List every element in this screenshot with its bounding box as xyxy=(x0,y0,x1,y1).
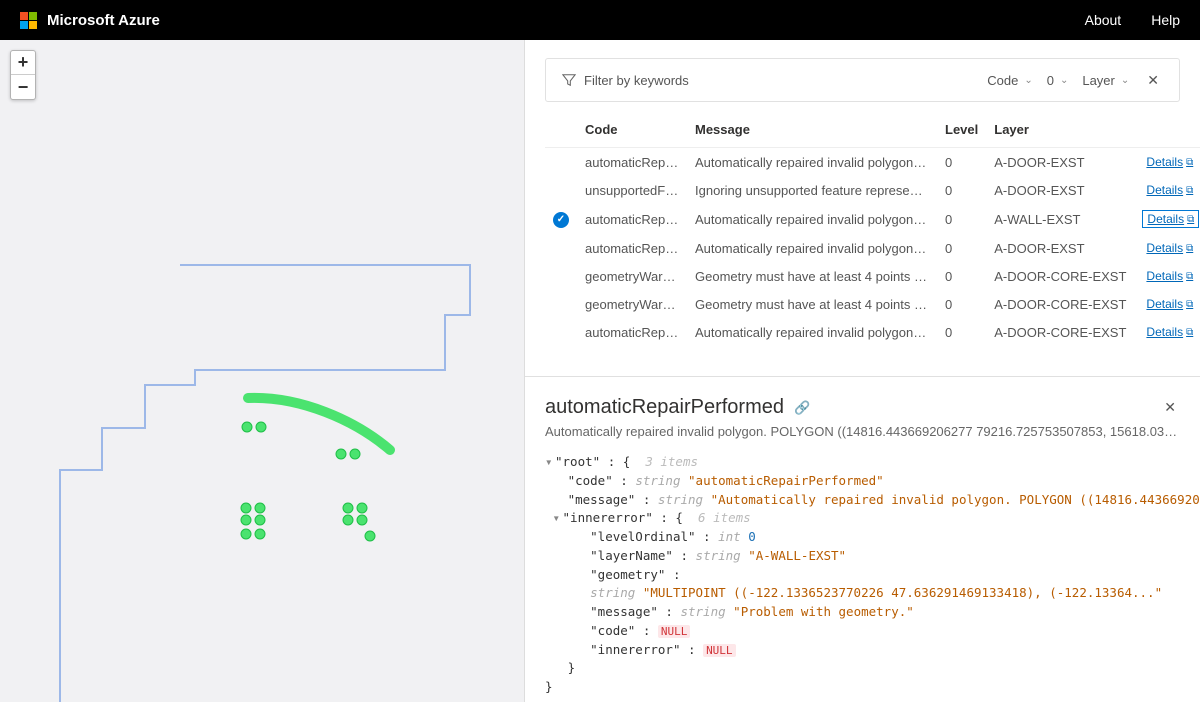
table-row[interactable]: geometryWarningGeometry must have at lea… xyxy=(545,262,1200,290)
filter-placeholder[interactable]: Filter by keywords xyxy=(584,73,689,88)
details-link[interactable]: Details ⧉ xyxy=(1142,268,1197,284)
cell-message: Automatically repaired invalid polygon. … xyxy=(687,234,937,262)
external-link-icon: ⧉ xyxy=(1186,327,1193,338)
about-link[interactable]: About xyxy=(1085,12,1122,28)
cell-level: 0 xyxy=(937,234,986,262)
permalink-icon[interactable]: 🔗 xyxy=(794,400,810,416)
cell-layer: A-WALL-EXST xyxy=(986,204,1134,234)
filter-layer-dropdown[interactable]: Layer ⌄ xyxy=(1082,73,1129,88)
details-link[interactable]: Details ⧉ xyxy=(1142,296,1197,312)
results-pane: Filter by keywords Code ⌄ 0 ⌄ Layer ⌄ ✕ xyxy=(525,40,1200,702)
filter-layer-label: Layer xyxy=(1082,73,1115,88)
cell-code: unsupportedFeat... xyxy=(577,176,687,204)
brand-logo: Microsoft Azure xyxy=(20,12,160,29)
cell-level: 0 xyxy=(937,204,986,234)
results-table: Code Message Level Layer automaticRepair… xyxy=(545,112,1200,346)
cell-layer: A-DOOR-EXST xyxy=(986,176,1134,204)
external-link-icon: ⧉ xyxy=(1186,185,1193,196)
external-link-icon: ⧉ xyxy=(1186,243,1193,254)
cell-code: automaticRepair... xyxy=(577,318,687,346)
cell-message: Geometry must have at least 4 points wit… xyxy=(687,262,937,290)
details-link[interactable]: Details ⧉ xyxy=(1142,154,1197,170)
cell-code: geometryWarning xyxy=(577,262,687,290)
close-detail-button[interactable]: ✕ xyxy=(1160,395,1180,420)
caret-icon[interactable]: ▾ xyxy=(545,453,555,472)
col-header-layer[interactable]: Layer xyxy=(986,112,1134,148)
cell-level: 0 xyxy=(937,262,986,290)
chevron-down-icon: ⌄ xyxy=(1121,75,1129,86)
cell-layer: A-DOOR-EXST xyxy=(986,148,1134,177)
details-link[interactable]: Details ⧉ xyxy=(1142,182,1197,198)
table-row[interactable]: geometryWarningGeometry must have at lea… xyxy=(545,290,1200,318)
col-header-level[interactable]: Level xyxy=(937,112,986,148)
zoom-control: + − xyxy=(10,50,36,100)
detail-panel: automaticRepairPerformed 🔗 ✕ Automatical… xyxy=(525,376,1200,702)
cell-message: Automatically repaired invalid polygon. … xyxy=(687,204,937,234)
cell-level: 0 xyxy=(937,176,986,204)
cell-code: automaticRepair... xyxy=(577,234,687,262)
app-header: Microsoft Azure About Help xyxy=(0,0,1200,40)
external-link-icon: ⧉ xyxy=(1186,271,1193,282)
cell-level: 0 xyxy=(937,148,986,177)
cell-message: Automatically repaired invalid polygon. … xyxy=(687,318,937,346)
cell-layer: A-DOOR-CORE-EXST xyxy=(986,318,1134,346)
microsoft-logo-icon xyxy=(20,12,37,29)
col-header-message[interactable]: Message xyxy=(687,112,937,148)
cell-message: Ignoring unsupported feature representat… xyxy=(687,176,937,204)
main-content: + − Filter by keywords Code ⌄ 0 ⌄ Layer … xyxy=(0,40,1200,702)
cell-code: automaticRepair... xyxy=(577,148,687,177)
cell-layer: A-DOOR-CORE-EXST xyxy=(986,262,1134,290)
cell-layer: A-DOOR-CORE-EXST xyxy=(986,290,1134,318)
cell-level: 0 xyxy=(937,318,986,346)
cell-code: geometryWarning xyxy=(577,290,687,318)
zoom-in-button[interactable]: + xyxy=(11,51,35,75)
selected-row-icon xyxy=(553,212,569,228)
zoom-out-button[interactable]: − xyxy=(11,75,35,99)
clear-filters-button[interactable]: ✕ xyxy=(1143,68,1163,93)
detail-title: automaticRepairPerformed xyxy=(545,396,784,419)
table-row[interactable]: automaticRepair...Automatically repaired… xyxy=(545,148,1200,177)
filter-code-label: Code xyxy=(987,73,1018,88)
caret-icon[interactable]: ▾ xyxy=(553,509,563,528)
cell-code: automaticRepair... xyxy=(577,204,687,234)
filter-level-dropdown[interactable]: 0 ⌄ xyxy=(1047,73,1069,88)
cell-level: 0 xyxy=(937,290,986,318)
cell-message: Automatically repaired invalid polygon. … xyxy=(687,148,937,177)
cell-layer: A-DOOR-EXST xyxy=(986,234,1134,262)
map-canvas xyxy=(0,40,524,702)
table-row[interactable]: automaticRepair...Automatically repaired… xyxy=(545,234,1200,262)
external-link-icon: ⧉ xyxy=(1186,299,1193,310)
details-link[interactable]: Details ⧉ xyxy=(1142,240,1197,256)
results-table-wrap: Code Message Level Layer automaticRepair… xyxy=(525,112,1200,346)
table-row[interactable]: unsupportedFeat...Ignoring unsupported f… xyxy=(545,176,1200,204)
details-link[interactable]: Details ⧉ xyxy=(1142,210,1199,228)
detail-subtitle: Automatically repaired invalid polygon. … xyxy=(545,424,1180,439)
filter-bar: Filter by keywords Code ⌄ 0 ⌄ Layer ⌄ ✕ xyxy=(545,58,1180,102)
map-pane[interactable]: + − xyxy=(0,40,525,702)
cell-message: Geometry must have at least 4 points wit… xyxy=(687,290,937,318)
help-link[interactable]: Help xyxy=(1151,12,1180,28)
brand-text: Microsoft Azure xyxy=(47,12,160,29)
external-link-icon: ⧉ xyxy=(1186,157,1193,168)
chevron-down-icon: ⌄ xyxy=(1024,75,1032,86)
col-header-code[interactable]: Code xyxy=(577,112,687,148)
filter-level-value: 0 xyxy=(1047,73,1054,88)
external-link-icon: ⧉ xyxy=(1187,214,1194,225)
filter-code-dropdown[interactable]: Code ⌄ xyxy=(987,73,1032,88)
filter-icon xyxy=(562,73,576,87)
details-link[interactable]: Details ⧉ xyxy=(1142,324,1197,340)
table-row[interactable]: automaticRepair...Automatically repaired… xyxy=(545,318,1200,346)
table-row[interactable]: automaticRepair...Automatically repaired… xyxy=(545,204,1200,234)
json-tree[interactable]: ▾"root" : { 3 items "code" : string "aut… xyxy=(545,453,1180,697)
chevron-down-icon: ⌄ xyxy=(1060,75,1068,86)
